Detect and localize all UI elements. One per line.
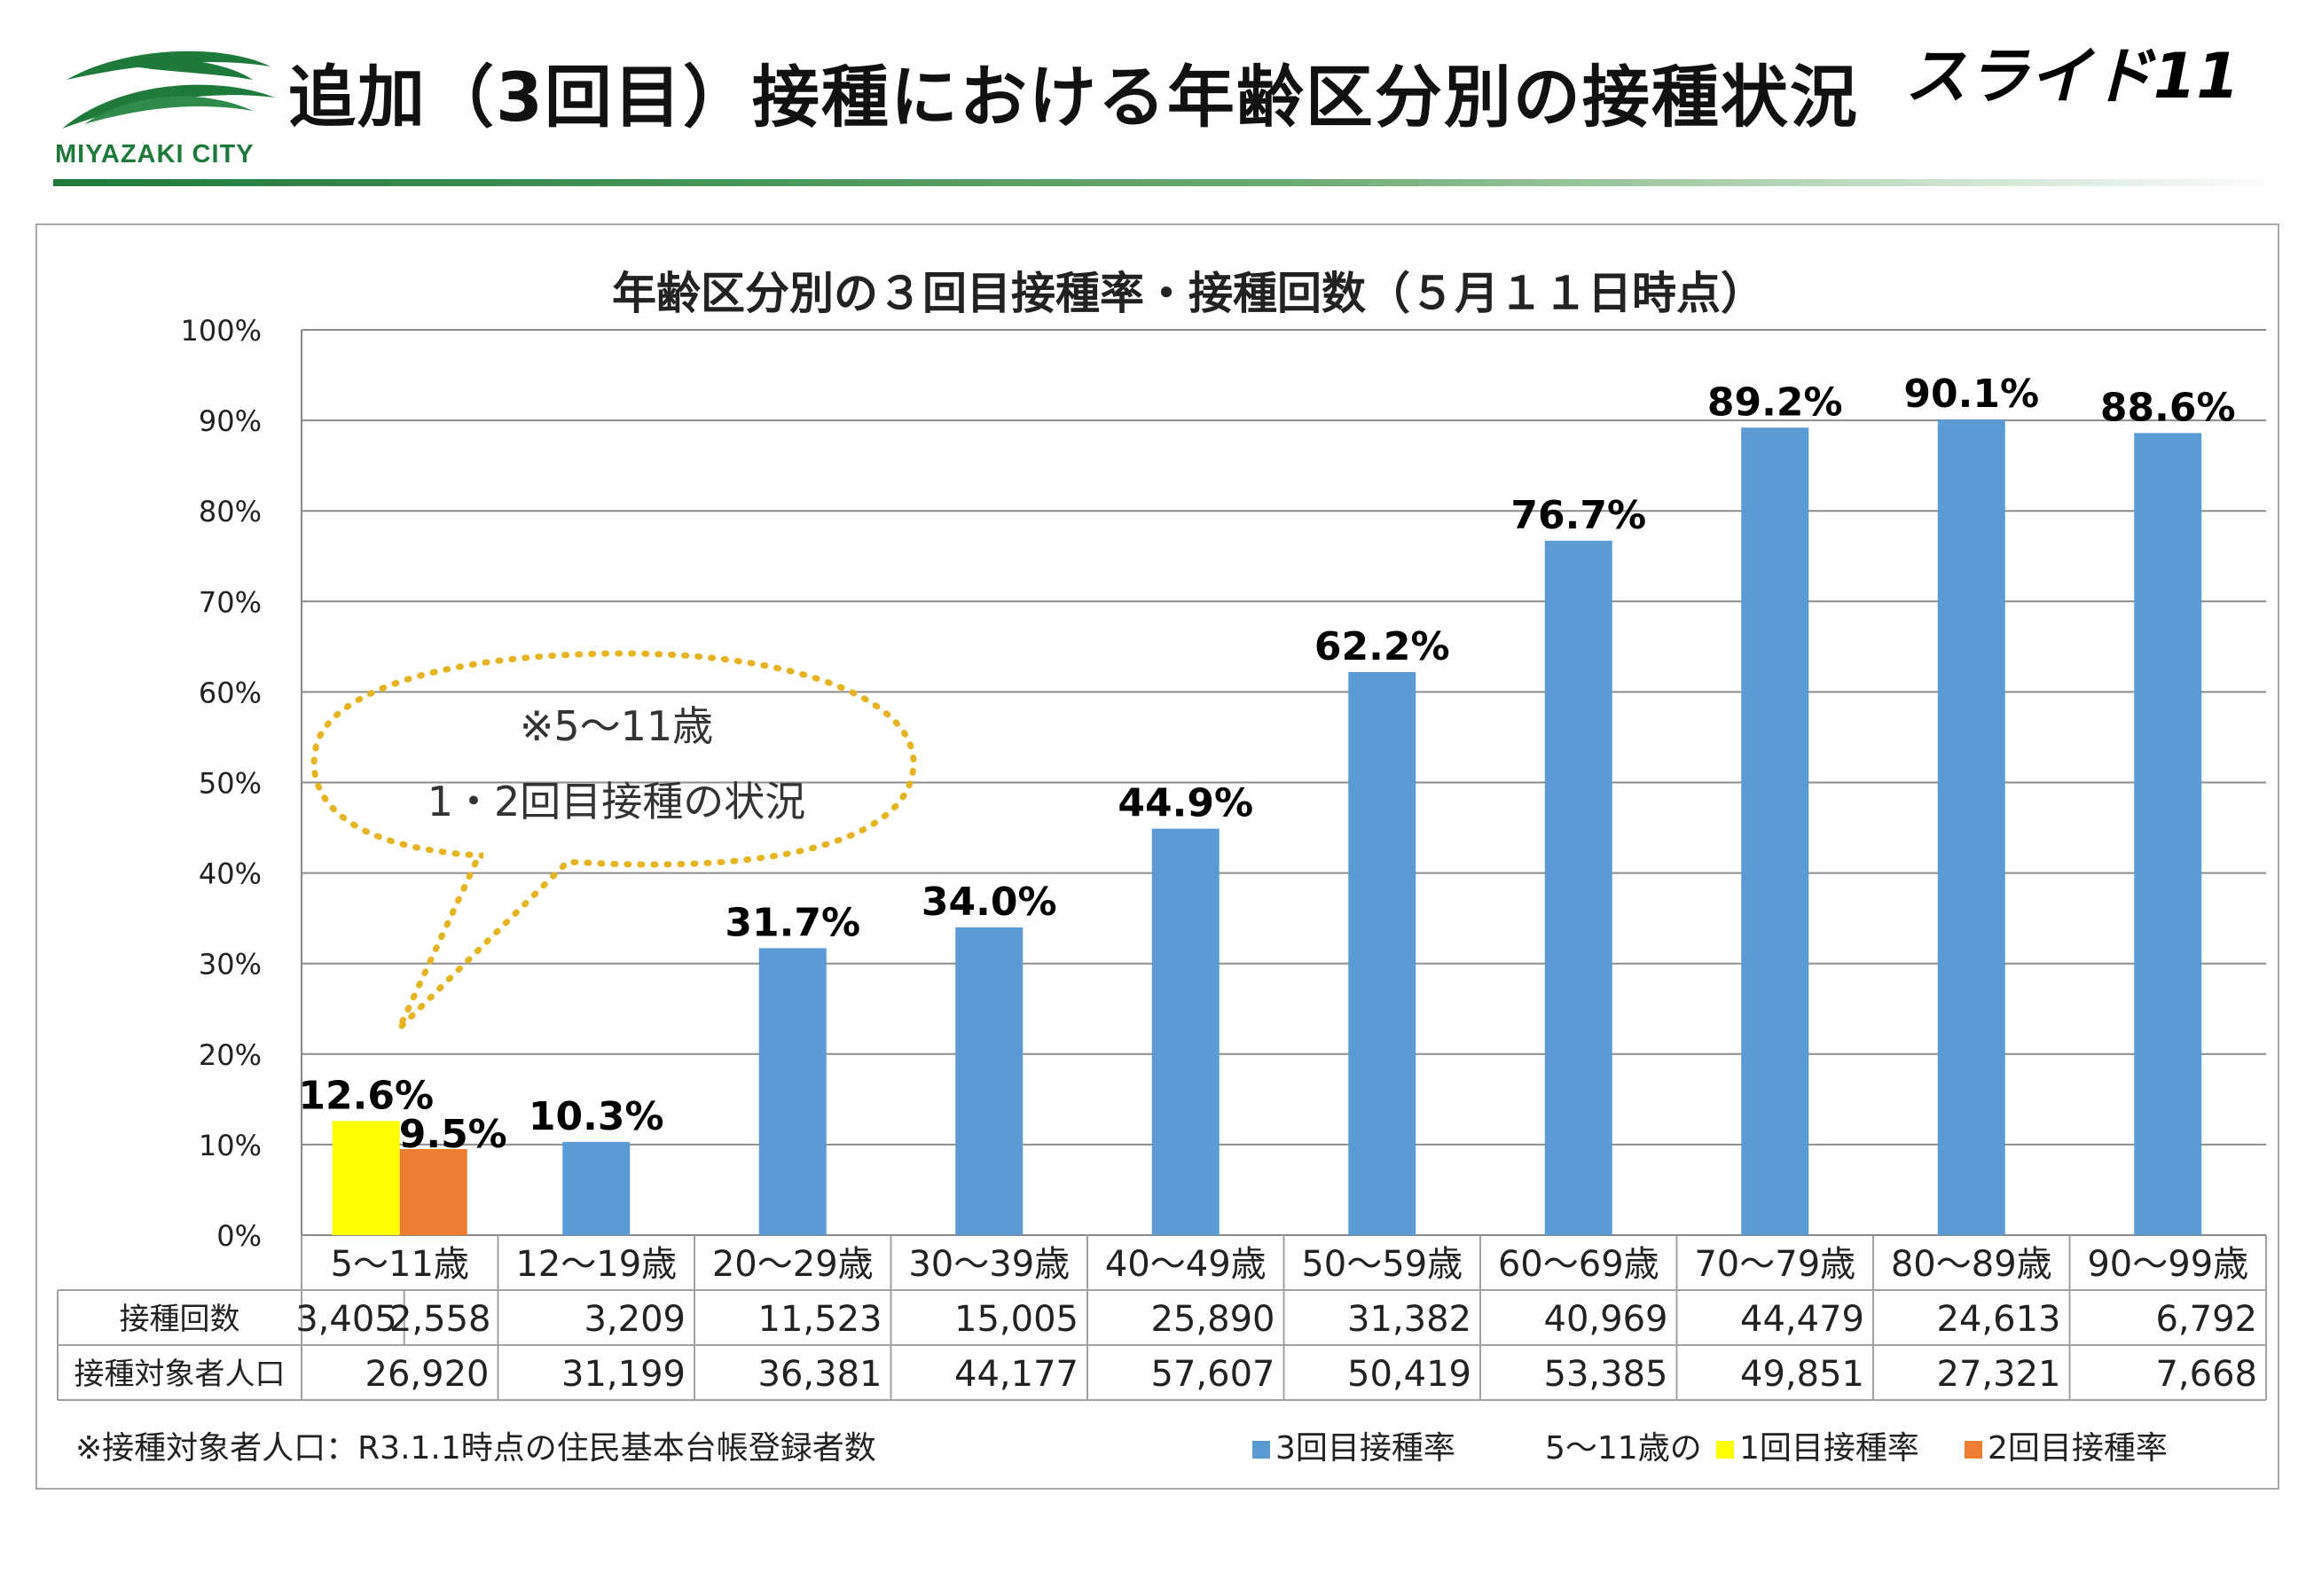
table-cell: 31,199 xyxy=(561,1354,686,1395)
bar-value-label: 89.2% xyxy=(1707,379,1843,425)
bar-value-label: 10.3% xyxy=(529,1094,664,1139)
legend-first-dose: 1回目接種率 xyxy=(1716,1422,1919,1468)
bar-value-label: 88.6% xyxy=(2100,385,2236,430)
y-tick-label: 30% xyxy=(199,948,262,982)
category-label: 80～89歳 xyxy=(1891,1244,2052,1285)
table-cell: 40,969 xyxy=(1544,1299,1668,1340)
bar-value-label: 90.1% xyxy=(1903,372,2039,417)
bar-third xyxy=(1151,828,1220,1235)
callout-outline xyxy=(310,650,917,1031)
bar-value-label: 34.0% xyxy=(922,880,1057,925)
y-axis-ticks: 0% 10% 20% 30% 40% 50% 60% 70% 80% 90% 100% xyxy=(181,314,262,1253)
table-cell: 44,479 xyxy=(1740,1299,1864,1340)
bar-third xyxy=(1937,419,2005,1236)
page-title: 追加（3回目）接種における年齢区分別の接種状況 xyxy=(288,58,1859,137)
bar-value-label: 9.5% xyxy=(399,1112,507,1157)
callout-bubble: ※5～11歳 1・2回目接種の状況 xyxy=(310,650,917,1031)
legend-label-first: 1回目接種率 xyxy=(1739,1430,1919,1467)
table-cell: 27,321 xyxy=(1937,1354,2061,1395)
category-label: 50～59歳 xyxy=(1301,1244,1463,1285)
y-tick-label: 20% xyxy=(199,1038,262,1072)
category-label: 90～99歳 xyxy=(2087,1244,2248,1285)
bars xyxy=(332,419,2202,1236)
data-table: 5～11歳 12～19歳 20～29歳 30～39歳 40～49歳 50～59歳 60～69… xyxy=(57,1235,2267,1401)
bar-value-label: 12.6% xyxy=(298,1073,434,1118)
legend-swatch-third xyxy=(1252,1441,1270,1459)
bar-third xyxy=(1348,671,1416,1235)
bar-value-label: 31.7% xyxy=(725,900,860,945)
table-row-label: 接種対象者人口 xyxy=(75,1357,286,1392)
callout-line-2: 1・2回目接種の状況 xyxy=(427,778,806,825)
y-tick-label: 50% xyxy=(199,767,262,801)
category-label: 60～69歳 xyxy=(1498,1244,1659,1285)
table-cell: 57,607 xyxy=(1151,1354,1275,1395)
bar-third xyxy=(1741,427,1809,1235)
bar-value-labels: 12.6%9.5% 10.3% 31.7% 34.0% 44.9% 62.2% 76.7% 8… xyxy=(298,372,2235,1157)
table-row-label: 接種回数 xyxy=(120,1302,240,1337)
table-cell: 24,613 xyxy=(1937,1299,2061,1340)
chart-title: 年齢区分別の３回目接種率・接種回数（５月１１日時点） xyxy=(612,268,1765,319)
bar-third xyxy=(758,948,827,1235)
y-tick-label: 60% xyxy=(199,676,262,709)
category-label: 40～49歳 xyxy=(1105,1244,1267,1285)
category-label: 12～19歳 xyxy=(515,1244,677,1285)
legend-swatch-first xyxy=(1716,1441,1734,1459)
y-tick-label: 0% xyxy=(216,1219,262,1253)
legend-label-second: 2回目接種率 xyxy=(1988,1430,2168,1467)
table-cell: 3,209 xyxy=(584,1299,686,1340)
logo-text: MIYAZAKI CITY xyxy=(55,140,255,168)
table-cell: 53,385 xyxy=(1544,1354,1668,1395)
table-cell: 15,005 xyxy=(954,1299,1078,1340)
table-cell: 7,668 xyxy=(2155,1354,2257,1395)
legend-swatch-second xyxy=(1965,1441,1982,1459)
legend-label-third: 3回目接種率 xyxy=(1275,1430,1455,1467)
y-tick-label: 90% xyxy=(199,404,262,438)
y-tick-label: 100% xyxy=(181,314,262,348)
slide-number: スライド11 xyxy=(1904,40,2239,113)
header-divider xyxy=(53,179,2288,186)
bar-third xyxy=(955,927,1024,1235)
table-cell: 6,792 xyxy=(2155,1299,2257,1340)
category-label: 20～29歳 xyxy=(712,1244,874,1285)
bar-third xyxy=(2134,433,2202,1235)
footnote: ※接種対象者人口：R3.1.1時点の住民基本台帳登録者数 xyxy=(75,1430,876,1467)
table-cell: 25,890 xyxy=(1151,1299,1275,1340)
bar-second xyxy=(399,1149,467,1235)
miyazaki-city-logo xyxy=(62,51,275,129)
bar-value-label: 44.9% xyxy=(1118,781,1253,826)
table-cell: 3,405 xyxy=(295,1299,397,1340)
callout-line-1: ※5～11歳 xyxy=(520,702,713,750)
table-cell: 49,851 xyxy=(1740,1354,1864,1395)
legend-third-dose: 3回目接種率 xyxy=(1252,1422,1455,1468)
category-label: 5～11歳 xyxy=(331,1244,469,1285)
y-tick-label: 80% xyxy=(199,495,262,528)
legend-prefix: 5～11歳の xyxy=(1545,1430,1702,1467)
table-cell: 26,920 xyxy=(365,1354,490,1395)
legend-second-dose: 2回目接種率 xyxy=(1965,1422,2168,1468)
table-cell: 44,177 xyxy=(954,1354,1078,1395)
table-cell: 11,523 xyxy=(758,1299,882,1340)
table-cell: 2,558 xyxy=(389,1299,491,1340)
bar-third xyxy=(1544,540,1612,1235)
y-tick-label: 70% xyxy=(199,585,262,619)
bar-first xyxy=(332,1121,400,1235)
table-cell: 31,382 xyxy=(1347,1299,1471,1340)
bar-value-label: 76.7% xyxy=(1510,493,1646,538)
y-tick-label: 10% xyxy=(199,1129,262,1162)
category-label: 30～39歳 xyxy=(908,1244,1070,1285)
bar-value-label: 62.2% xyxy=(1314,624,1450,669)
y-tick-label: 40% xyxy=(199,857,262,891)
bar-third xyxy=(562,1141,631,1235)
category-label: 70～79歳 xyxy=(1694,1244,1855,1285)
table-cell: 36,381 xyxy=(758,1354,882,1395)
table-cell: 50,419 xyxy=(1347,1354,1471,1395)
